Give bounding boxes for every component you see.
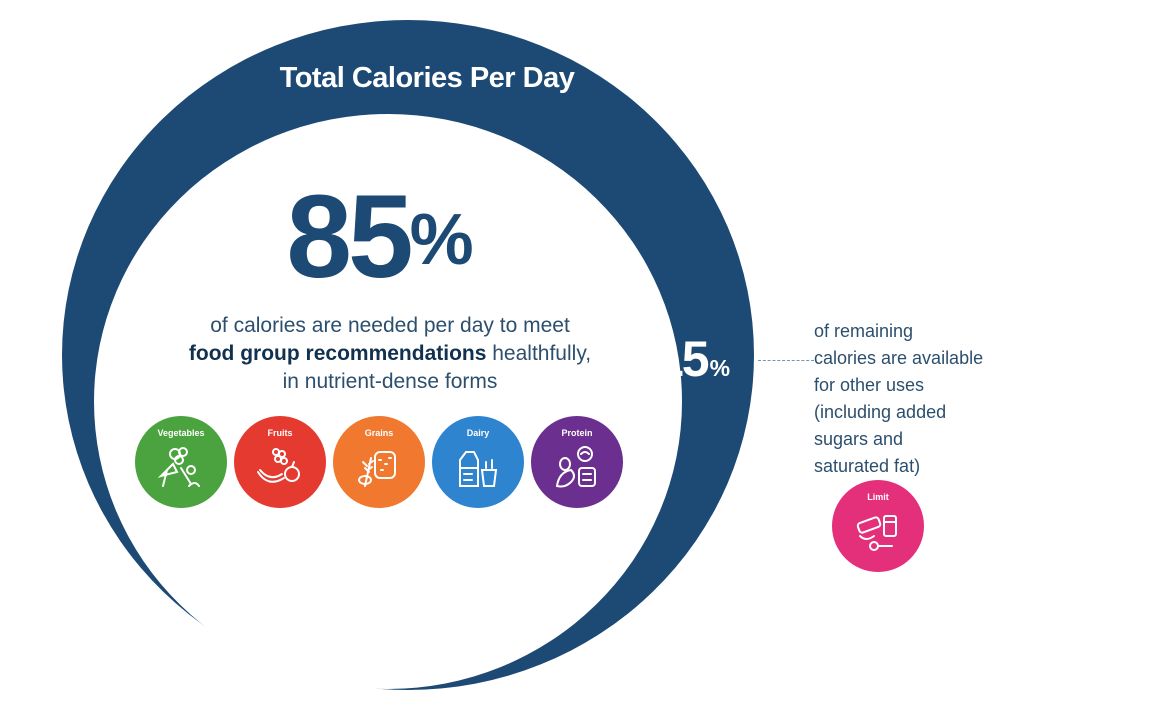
remaining-line: calories are available (814, 348, 984, 368)
food-group-grains: Grains (333, 416, 425, 508)
main-description-line-2-rest: healthfully, (486, 342, 592, 365)
limit-badge: Limit (832, 480, 924, 572)
main-description-bold: food group recommendations (188, 342, 487, 365)
food-group-label: Vegetables (157, 428, 205, 438)
food-group-label: Protein (561, 428, 593, 438)
remaining-description: of remaining calories are available for … (814, 318, 1024, 480)
vegetables-icon (157, 447, 200, 487)
food-group-label: Fruits (267, 428, 293, 438)
grains-icon (358, 451, 396, 487)
main-description-line-3: in nutrient-dense forms (282, 370, 498, 393)
food-group-label: Dairy (466, 428, 490, 438)
remaining-line: saturated fat) (814, 456, 921, 476)
limit-label: Limit (867, 492, 889, 502)
remaining-percentage-value: 15 (656, 331, 710, 387)
food-group-label: Grains (364, 428, 394, 438)
remaining-percentage: 15% (656, 334, 730, 384)
main-percentage: 85% (230, 178, 530, 296)
fruits-icon (257, 448, 300, 483)
dairy-icon (459, 451, 498, 487)
main-percentage-unit: % (409, 200, 474, 280)
limit-icon (856, 515, 897, 551)
remaining-percentage-unit: % (709, 355, 731, 381)
protein-icon (555, 446, 596, 488)
main-percentage-value: 85 (286, 171, 413, 303)
recommended-calories-inner-circle (94, 114, 682, 689)
food-group-fruits: Fruits (234, 416, 326, 508)
main-description: of calories are needed per day to meet f… (120, 312, 660, 396)
food-group-protein: Protein (531, 416, 623, 508)
leader-line (758, 360, 814, 361)
main-description-line-1: of calories are needed per day to meet (210, 314, 570, 337)
food-group-vegetables: Vegetables (135, 416, 227, 508)
main-description-line-2: food group recommendations healthfully, (120, 340, 660, 368)
diagram-title: Total Calories Per Day (279, 62, 575, 94)
food-group-dairy: Dairy (432, 416, 524, 508)
remaining-line: of remaining (814, 321, 914, 341)
remaining-line: (including added (814, 402, 947, 422)
remaining-line: for other uses (814, 375, 925, 395)
remaining-line: sugars and (814, 429, 904, 449)
